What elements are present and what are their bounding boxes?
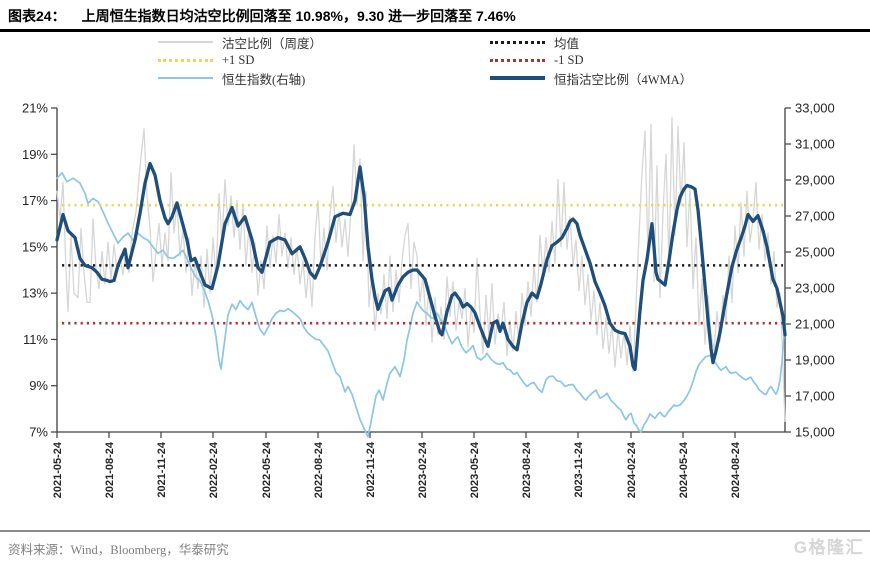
x-tick-label: 2024-02-24 — [626, 441, 638, 498]
weekly-ratio-swatch — [158, 41, 213, 43]
legend-label-weekly-ratio: 沽空比例（周度） — [222, 36, 323, 51]
left-tick-label: 13% — [22, 286, 48, 301]
x-tick-label: 2023-08-24 — [521, 441, 533, 498]
footer-divider — [0, 530, 870, 532]
legend-label-hsi: 恒生指数(右轴) — [222, 72, 306, 87]
legend-item-plus1sd: +1 SD — [158, 52, 254, 68]
x-tick-label: 2021-08-24 — [104, 441, 116, 498]
left-tick-label: 19% — [22, 147, 48, 162]
x-tick-label: 2024-08-24 — [730, 441, 742, 498]
series-hsi — [56, 171, 786, 438]
source-note: 资料来源：Wind，Bloomberg，华泰研究 — [8, 543, 229, 557]
plus1sd-swatch — [158, 58, 213, 62]
left-tick-label: 21% — [22, 101, 48, 116]
left-tick-label: 17% — [22, 193, 48, 208]
right-tick-label: 21,000 — [795, 317, 835, 332]
x-tick-label: 2021-05-24 — [52, 441, 64, 498]
figure-title: 上周恒生指数日均沽空比例回落至 10.98%，9.30 进一步回落至 7.46% — [81, 8, 516, 24]
legend-label-plus1sd: +1 SD — [222, 52, 255, 67]
x-tick-label: 2022-02-24 — [208, 441, 220, 498]
x-tick-label: 2024-05-24 — [678, 441, 690, 498]
series-weekly-ratio — [56, 116, 786, 423]
x-tick-label: 2023-05-24 — [469, 441, 481, 498]
figure-header: 图表24： 上周恒生指数日均沽空比例回落至 10.98%，9.30 进一步回落至 … — [8, 6, 516, 26]
series-ratio-4wma — [55, 161, 787, 372]
gelonghui-logo: G格隆汇 — [793, 538, 864, 557]
right-tick-label: 25,000 — [795, 245, 835, 260]
left-tick-label: 9% — [29, 378, 48, 393]
hsi-swatch — [158, 77, 213, 79]
right-tick-label: 27,000 — [795, 209, 835, 224]
right-tick-label: 17,000 — [795, 389, 835, 404]
ratio-4wma-swatch — [490, 76, 545, 80]
right-tick-label: 15,000 — [795, 425, 835, 440]
legend-item-mean: 均值 — [490, 34, 580, 51]
legend-label-ratio-4wma: 恒指沽空比例（4WMA） — [554, 72, 693, 87]
x-tick-label: 2023-02-24 — [417, 441, 429, 498]
minus1sd-swatch — [490, 58, 545, 62]
legend-item-ratio-4wma: 恒指沽空比例（4WMA） — [490, 70, 693, 87]
x-tick-label: 2021-11-24 — [156, 441, 168, 498]
right-tick-label: 29,000 — [795, 173, 835, 188]
x-tick-label: 2023-11-24 — [573, 441, 585, 498]
right-tick-label: 23,000 — [795, 281, 835, 296]
mean-swatch — [490, 40, 545, 44]
right-tick-label: 19,000 — [795, 353, 835, 368]
legend-label-minus1sd: -1 SD — [554, 52, 584, 67]
left-tick-label: 15% — [22, 239, 48, 254]
figure-label: 图表24： — [8, 8, 66, 24]
legend-item-minus1sd: -1 SD — [490, 52, 584, 68]
legend-item-hsi: 恒生指数(右轴) — [158, 70, 306, 87]
x-tick-label: 2022-08-24 — [313, 441, 325, 498]
left-tick-label: 7% — [29, 425, 48, 440]
right-tick-label: 33,000 — [795, 101, 835, 116]
left-tick-label: 11% — [23, 332, 48, 347]
right-tick-label: 31,000 — [795, 137, 835, 152]
legend-item-weekly-ratio: 沽空比例（周度） — [158, 34, 323, 51]
short-selling-ratio-chart: 21% 19% 17% 15% 13% 11% 9% 7% 33,000 31,000 29,000… — [22, 101, 835, 499]
title-underline — [0, 29, 870, 32]
x-tick-label: 2022-05-24 — [261, 441, 273, 498]
legend-label-mean: 均值 — [554, 36, 580, 51]
x-tick-label: 2022-11-24 — [365, 441, 377, 498]
